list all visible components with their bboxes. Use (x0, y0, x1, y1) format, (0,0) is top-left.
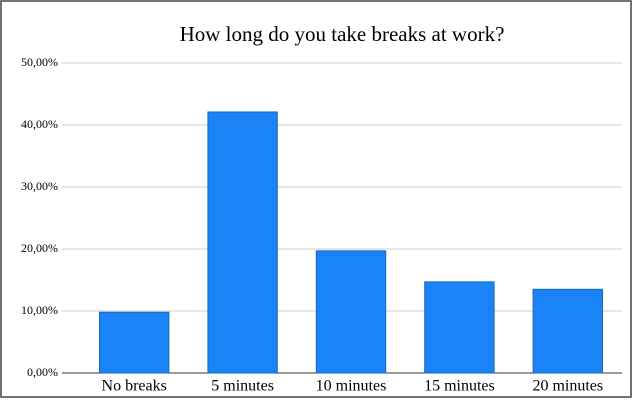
chart-title: How long do you take breaks at work? (180, 22, 505, 46)
x-tick-label: 10 minutes (316, 378, 387, 395)
bar (532, 288, 603, 374)
bar (424, 281, 495, 374)
y-tick-label: 50,00% (21, 55, 58, 69)
x-tick-label: 15 minutes (424, 378, 495, 395)
y-tick-label: 40,00% (21, 117, 58, 131)
x-tick-label: 5 minutes (211, 378, 274, 395)
bar (315, 250, 387, 374)
y-tick-label: 0,00% (27, 365, 58, 379)
x-tick-label: No breaks (102, 378, 167, 395)
y-tick-label: 30,00% (21, 179, 58, 193)
y-tick-label: 20,00% (21, 241, 58, 255)
bar (207, 111, 278, 374)
bar (99, 311, 170, 374)
y-tick-label: 10,00% (21, 303, 58, 317)
x-tick-label: 20 minutes (532, 378, 603, 395)
